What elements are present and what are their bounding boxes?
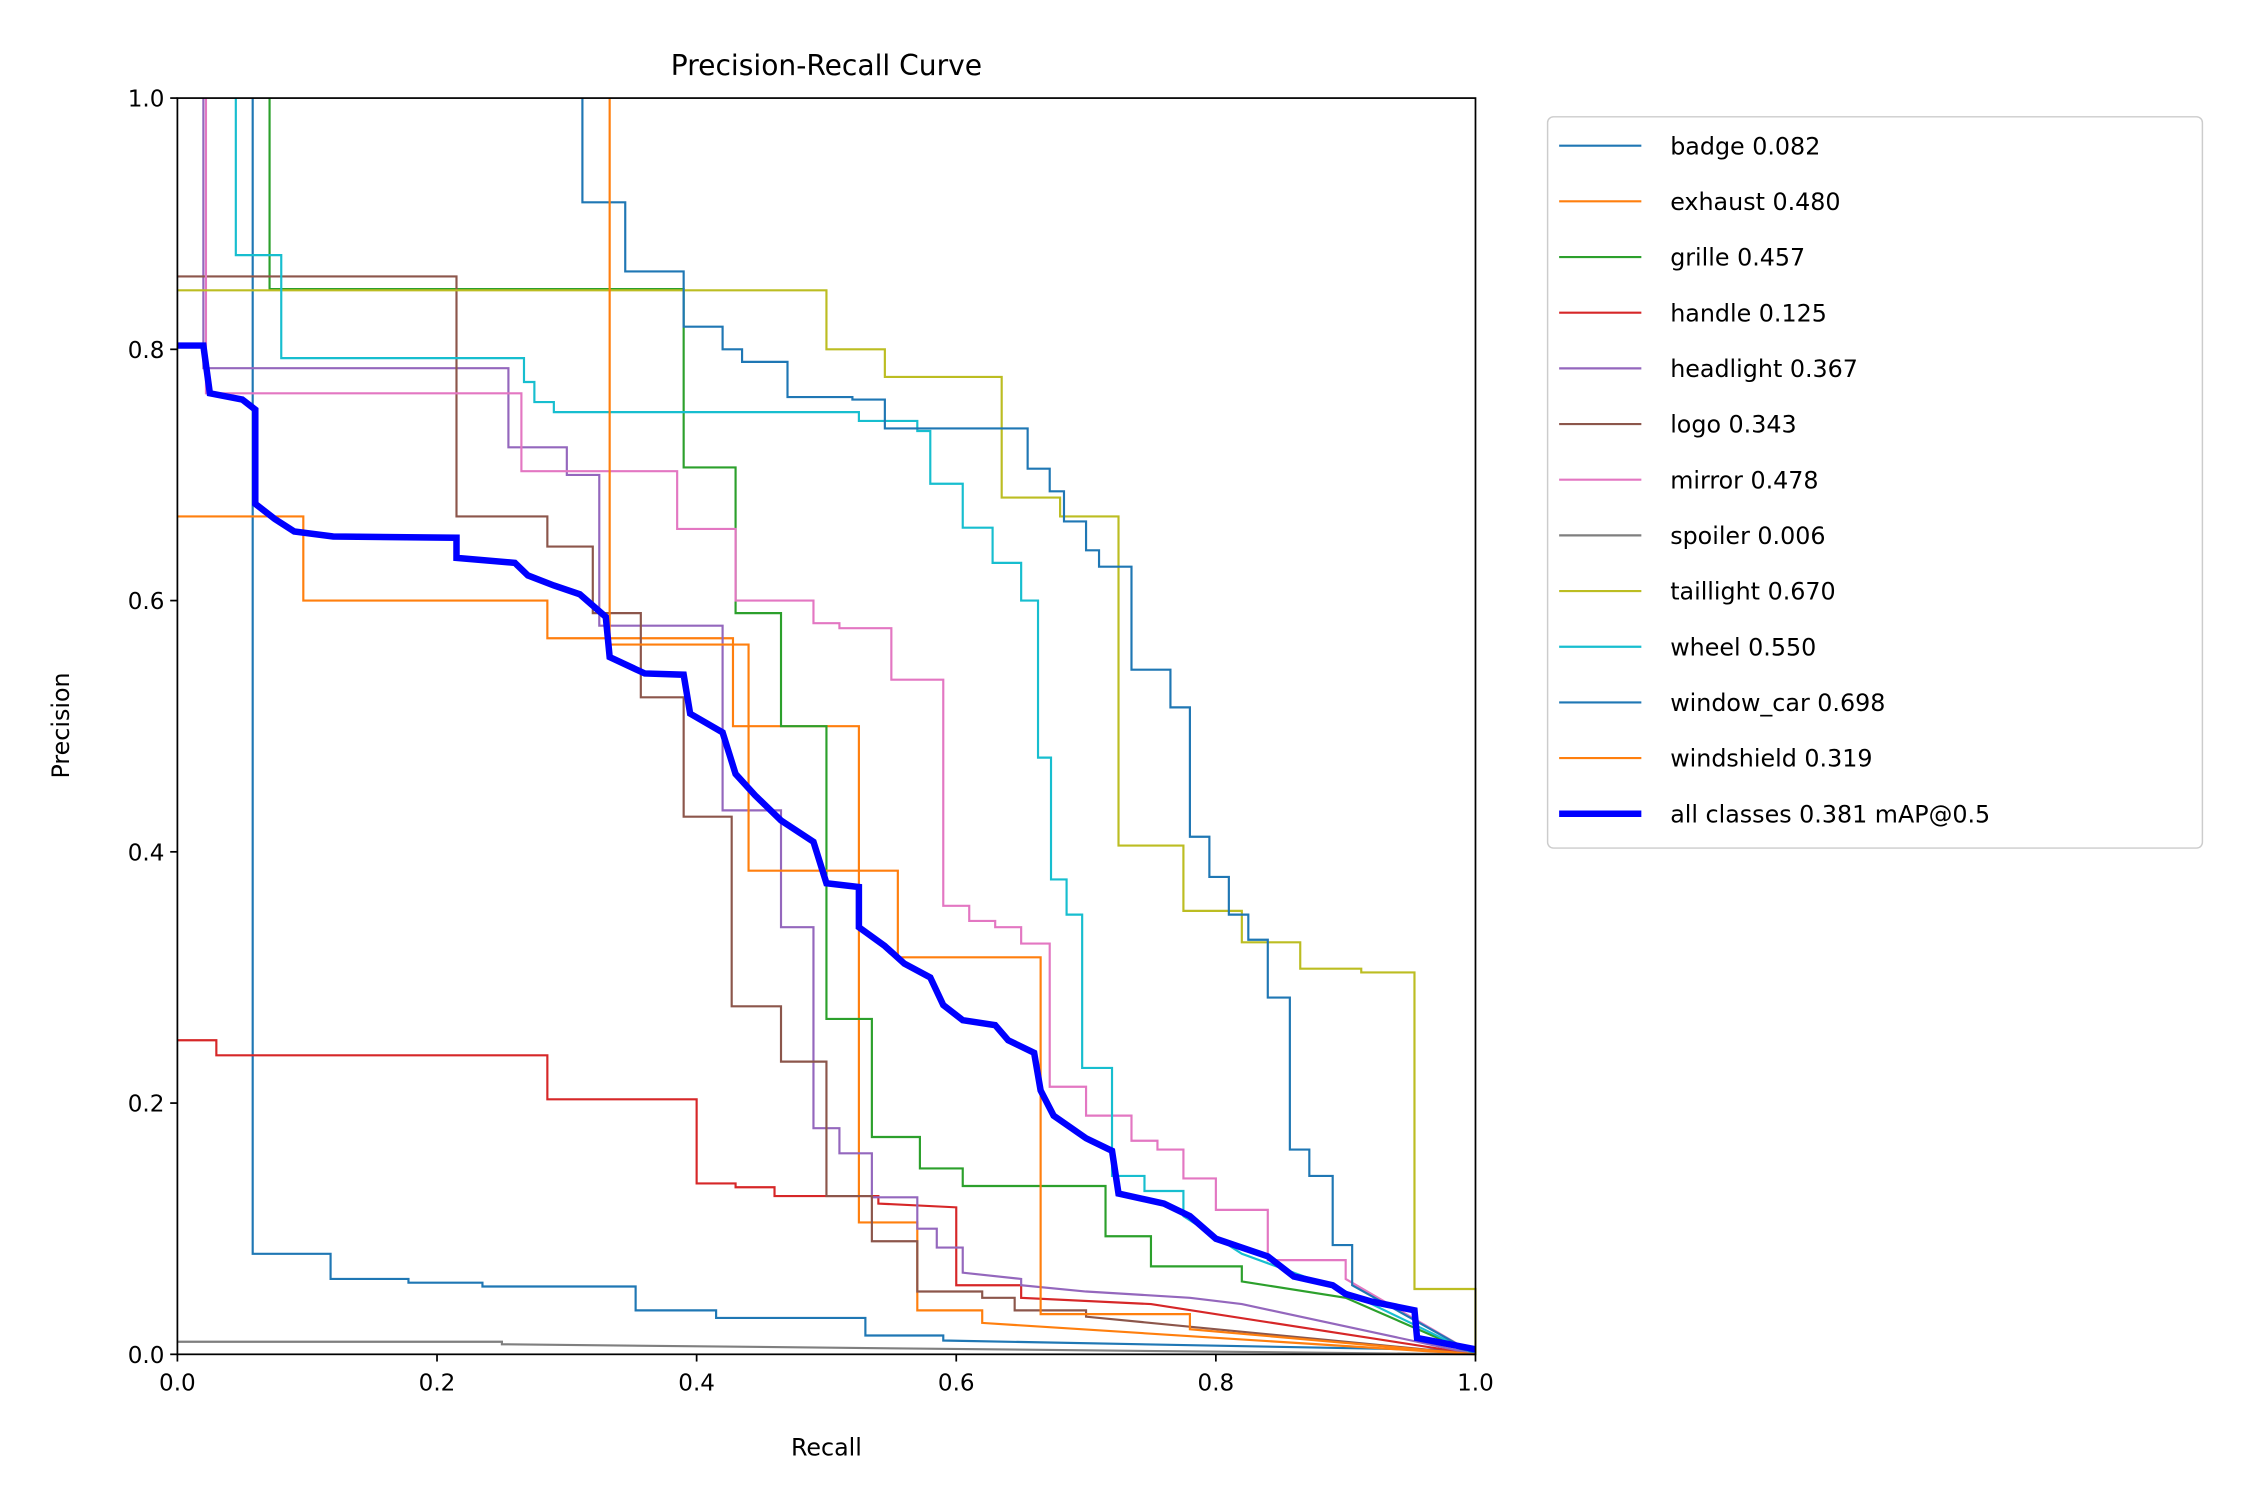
y-tick-label: 0.0 xyxy=(128,1343,165,1369)
legend-label: mirror 0.478 xyxy=(1670,466,1818,494)
axes-frame xyxy=(176,97,1477,1356)
legend-label: headlight 0.367 xyxy=(1670,355,1858,383)
y-axis: 0.0 0.2 0.4 0.6 0.8 1.0 xyxy=(128,87,178,1369)
legend-item: spoiler 0.006 xyxy=(1559,522,1826,550)
plot-area xyxy=(177,98,1477,1356)
x-tick-label: 0.0 xyxy=(159,1370,196,1396)
legend-label: taillight 0.670 xyxy=(1670,578,1835,606)
legend-item: logo 0.343 xyxy=(1559,411,1797,439)
legend: badge 0.082 exhaust 0.480 grille 0.457 hand… xyxy=(1546,116,2204,849)
series-line-mirror xyxy=(204,98,1477,1356)
legend-item: badge 0.082 xyxy=(1559,132,1820,160)
legend-label: exhaust 0.480 xyxy=(1670,188,1840,216)
y-tick-label: 1.0 xyxy=(128,87,165,113)
legend-item: exhaust 0.480 xyxy=(1559,188,1841,216)
legend-item: mirror 0.478 xyxy=(1559,466,1819,494)
x-axis: 0.0 0.2 0.4 0.6 0.8 1.0 xyxy=(159,1354,1494,1396)
legend-item: taillight 0.670 xyxy=(1559,578,1836,606)
x-tick-label: 0.8 xyxy=(1198,1370,1235,1396)
y-tick-label: 0.2 xyxy=(128,1092,165,1118)
chart-title: Precision-Recall Curve xyxy=(671,49,982,82)
legend-item: all classes 0.381 mAP@0.5 xyxy=(1559,800,1990,828)
legend-item: window_car 0.698 xyxy=(1559,689,1885,717)
series-line-grille xyxy=(268,98,1476,1356)
y-tick-label: 0.4 xyxy=(128,840,165,866)
legend-item: wheel 0.550 xyxy=(1559,633,1816,661)
legend-label: logo 0.343 xyxy=(1670,411,1796,439)
x-tick-label: 0.2 xyxy=(419,1370,456,1396)
legend-label: window_car 0.698 xyxy=(1670,689,1885,717)
legend-item: grille 0.457 xyxy=(1559,244,1805,272)
series-line-taillight xyxy=(177,289,1477,1355)
legend-label: windshield 0.319 xyxy=(1670,745,1872,773)
legend-item: windshield 0.319 xyxy=(1559,745,1872,773)
legend-label: wheel 0.550 xyxy=(1670,633,1816,661)
legend-frame xyxy=(1546,116,2204,849)
series-line-spoiler xyxy=(177,1340,1476,1356)
x-tick-label: 1.0 xyxy=(1457,1370,1494,1396)
legend-label: badge 0.082 xyxy=(1670,132,1820,160)
y-tick-label: 0.6 xyxy=(128,589,165,615)
series-line-all xyxy=(177,342,1477,1353)
legend-label: grille 0.457 xyxy=(1670,244,1805,272)
legend-item: handle 0.125 xyxy=(1559,299,1827,327)
legend-label: handle 0.125 xyxy=(1670,299,1827,327)
x-axis-label: Recall xyxy=(791,1433,862,1461)
y-tick-label: 0.8 xyxy=(128,338,165,364)
series-line-window-car xyxy=(581,98,1477,1356)
x-tick-label: 0.6 xyxy=(938,1370,975,1396)
legend-label: all classes 0.381 mAP@0.5 xyxy=(1670,800,1990,828)
series-line-wheel xyxy=(234,98,1476,1356)
legend-item: headlight 0.367 xyxy=(1559,355,1858,383)
series-line-logo xyxy=(177,275,1476,1356)
y-axis-label: Precision xyxy=(47,672,75,778)
series-line-badge xyxy=(251,98,1476,1352)
x-tick-label: 0.4 xyxy=(678,1370,715,1396)
legend-label: spoiler 0.006 xyxy=(1670,522,1825,550)
